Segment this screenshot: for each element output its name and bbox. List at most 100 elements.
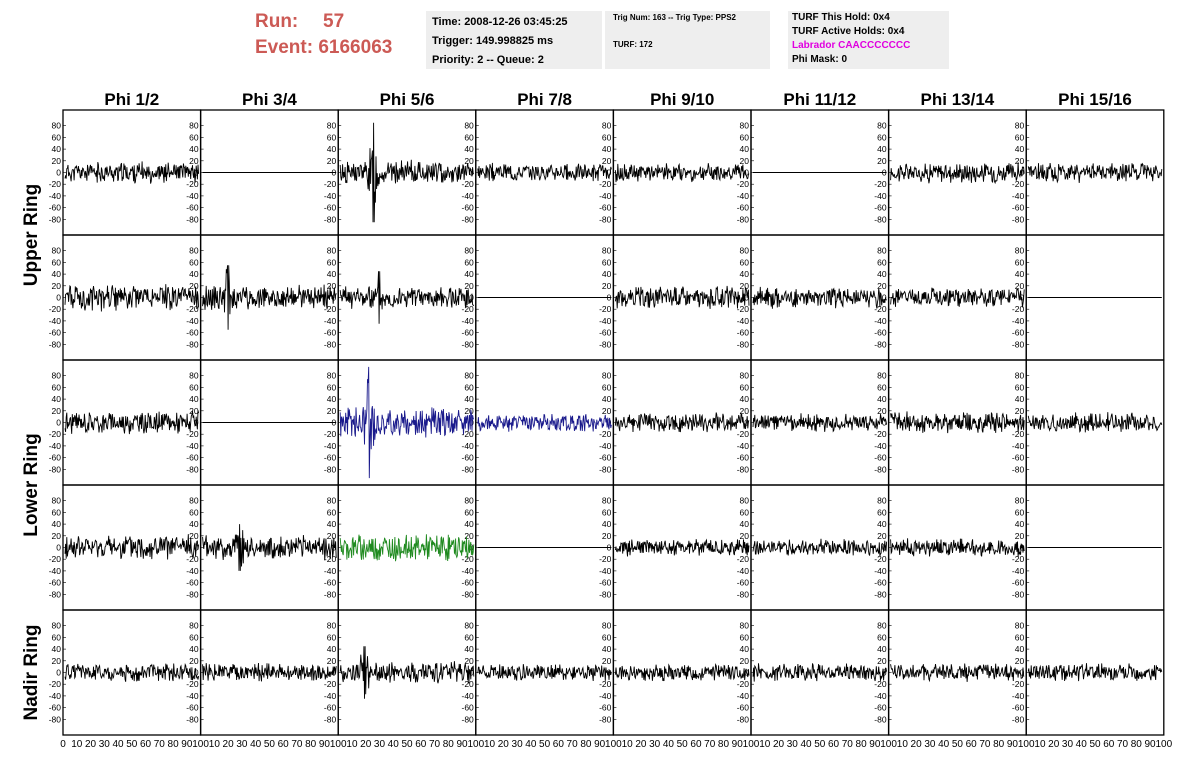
y-tick-label: -60 — [49, 328, 62, 338]
waveform-trace — [202, 524, 337, 571]
row-group-label: Nadir Ring — [21, 624, 42, 720]
y-tick-label: 20 — [602, 156, 612, 166]
y-tick-label: 40 — [740, 519, 750, 529]
y-tick-label: -20 — [1012, 304, 1025, 314]
y-tick-label: 20 — [52, 281, 62, 291]
y-tick-label: 80 — [464, 496, 474, 506]
y-tick-label: 0 — [607, 168, 612, 178]
y-tick-label: -60 — [874, 453, 887, 463]
row-group-label: Upper Ring — [21, 184, 42, 286]
y-tick-label: -60 — [186, 578, 199, 588]
y-tick-label: -20 — [462, 179, 475, 189]
x-tick-label: 60 — [278, 739, 290, 750]
y-tick-label: 60 — [189, 632, 199, 642]
y-tick-label: 60 — [189, 132, 199, 142]
y-tick-label: -40 — [186, 691, 199, 701]
y-tick-label: 80 — [877, 496, 887, 506]
x-tick-label: 90 — [456, 739, 468, 750]
y-tick-label: 80 — [327, 121, 337, 131]
trig-num-text: Trig Num: 163 -- Trig Type: PPS2 — [613, 13, 736, 22]
waveform-trace — [614, 412, 750, 433]
y-tick-label: 60 — [877, 132, 887, 142]
y-tick-label: 80 — [189, 121, 199, 131]
y-tick-label: -80 — [599, 589, 612, 599]
y-tick-label: -60 — [1012, 328, 1025, 338]
y-tick-label: -60 — [186, 703, 199, 713]
y-tick-label: 20 — [602, 406, 612, 416]
y-tick-label: -20 — [737, 554, 750, 564]
trigger-info-panel: Trig Num: 163 -- Trig Type: PPS2 TURF: 1… — [605, 11, 770, 69]
x-tick-label: 60 — [140, 739, 152, 750]
y-tick-label: -60 — [874, 578, 887, 588]
y-tick-label: -80 — [462, 589, 475, 599]
y-tick-label: -60 — [324, 703, 337, 713]
x-tick-label: 60 — [415, 739, 427, 750]
waveform-trace — [64, 410, 200, 435]
y-tick-label: 60 — [602, 132, 612, 142]
x-tick-label: 40 — [938, 739, 950, 750]
x-tick-label: 100 — [1018, 739, 1035, 750]
y-tick-label: -20 — [599, 304, 612, 314]
y-tick-label: 60 — [602, 257, 612, 267]
y-tick-label: -80 — [462, 214, 475, 224]
x-tick-label: 80 — [856, 739, 868, 750]
y-tick-label: 20 — [1015, 281, 1025, 291]
y-tick-label: 80 — [464, 621, 474, 631]
y-tick-label: -80 — [462, 464, 475, 474]
y-tick-label: 0 — [882, 418, 887, 428]
y-tick-label: -40 — [874, 441, 887, 451]
y-tick-label: -40 — [186, 191, 199, 201]
y-tick-label: -60 — [49, 578, 62, 588]
phi-mask-text: Phi Mask: 0 — [792, 54, 848, 65]
y-tick-label: 20 — [1015, 531, 1025, 541]
y-tick-label: -60 — [49, 203, 62, 213]
y-tick-label: 0 — [882, 293, 887, 303]
x-tick-label: 50 — [401, 739, 413, 750]
y-tick-label: -60 — [462, 453, 475, 463]
y-tick-label: 80 — [464, 121, 474, 131]
y-tick-label: -40 — [874, 566, 887, 576]
y-tick-label: 40 — [464, 644, 474, 654]
y-tick-label: 0 — [1019, 418, 1024, 428]
y-tick-label: -40 — [737, 316, 750, 326]
y-tick-label: 20 — [740, 281, 750, 291]
y-tick-label: 40 — [189, 519, 199, 529]
y-tick-label: -60 — [874, 703, 887, 713]
waveform-trace — [890, 411, 1025, 434]
y-tick-label: -20 — [874, 179, 887, 189]
y-tick-label: -60 — [324, 328, 337, 338]
y-tick-label: -80 — [186, 339, 199, 349]
x-tick-label: 30 — [787, 739, 799, 750]
x-tick-label: 100 — [743, 739, 760, 750]
y-tick-label: -80 — [49, 589, 62, 599]
y-tick-label: -40 — [599, 566, 612, 576]
y-tick-label: 60 — [52, 507, 62, 517]
y-tick-label: 60 — [740, 632, 750, 642]
y-tick-label: 80 — [740, 621, 750, 631]
y-tick-label: 60 — [189, 257, 199, 267]
y-tick-label: 20 — [189, 156, 199, 166]
y-tick-label: 20 — [464, 406, 474, 416]
y-tick-label: 40 — [189, 269, 199, 279]
y-tick-label: 40 — [52, 644, 62, 654]
y-tick-label: -60 — [462, 578, 475, 588]
y-tick-label: -40 — [324, 691, 337, 701]
waveform-trace — [477, 162, 612, 182]
y-tick-label: 20 — [602, 531, 612, 541]
y-tick-label: 20 — [189, 406, 199, 416]
x-tick-label: 20 — [498, 739, 510, 750]
y-tick-label: -20 — [324, 679, 337, 689]
y-tick-label: 40 — [877, 144, 887, 154]
x-tick-label: 80 — [168, 739, 180, 750]
x-tick-label: 70 — [842, 739, 854, 750]
x-tick-label: 80 — [1131, 739, 1143, 750]
x-tick-label: 80 — [443, 739, 455, 750]
y-tick-label: -80 — [737, 589, 750, 599]
x-tick-label: 20 — [360, 739, 372, 750]
y-tick-label: -60 — [737, 328, 750, 338]
y-tick-label: 40 — [877, 394, 887, 404]
y-tick-label: 40 — [464, 394, 474, 404]
waveform-trace — [64, 662, 200, 682]
y-tick-label: -20 — [324, 179, 337, 189]
y-tick-label: 0 — [194, 168, 199, 178]
